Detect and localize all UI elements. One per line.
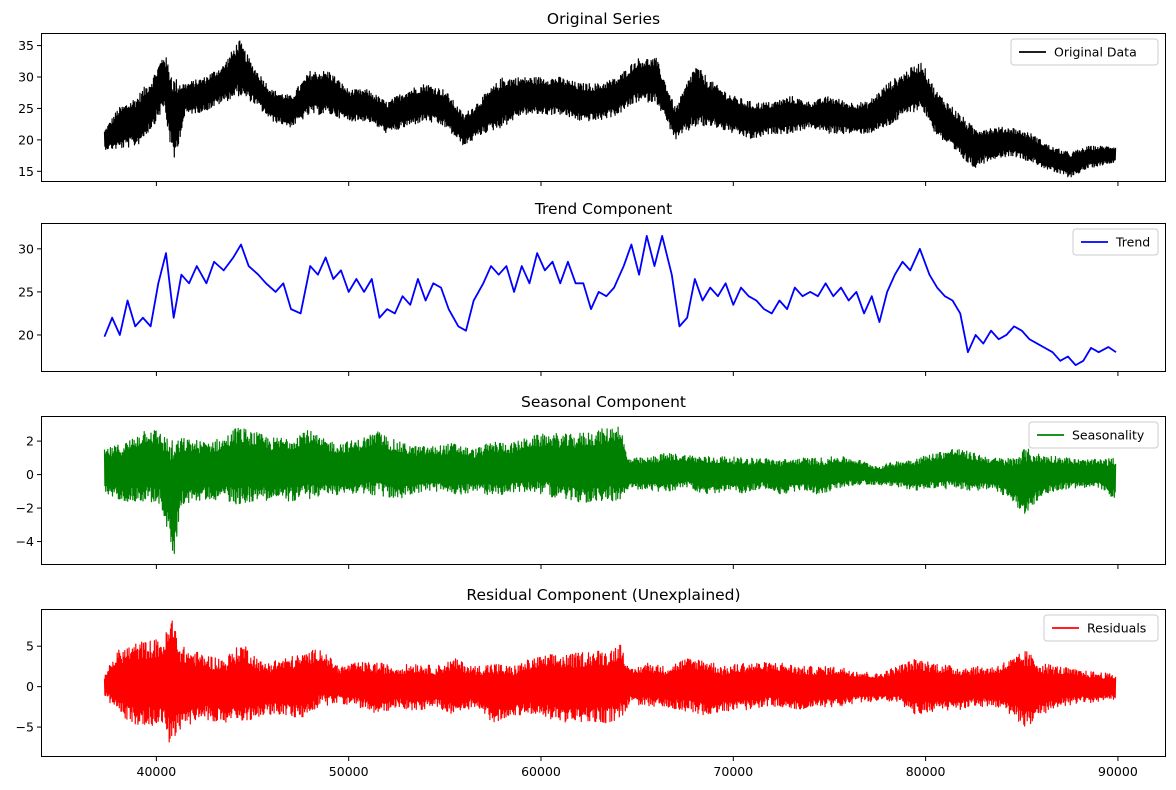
y-tick-label: −2 [16,501,34,516]
y-tick-label: −4 [16,534,34,549]
y-tick-label: 15 [18,164,34,179]
chart-title: Seasonal Component [521,393,686,411]
axes-frame [41,33,1166,182]
plot-area [103,426,1117,554]
axes-frame [41,609,1166,757]
series-line-trend [103,235,1117,367]
legend-label: Seasonality [1072,428,1145,443]
y-tick-label: 20 [18,132,34,147]
y-tick-label: 35 [18,38,34,53]
x-tick-label: 40000 [137,764,177,779]
legend-box [1072,228,1159,256]
series-line-seasonality [103,426,1117,554]
y-tick-label: 30 [18,241,34,256]
x-tick-label: 50000 [329,764,369,779]
axes-frame [41,416,1166,565]
y-tick-label: −5 [16,720,34,735]
legend-label: Trend [1115,235,1150,250]
series-line-original-data [103,40,1117,178]
legend-box [1010,38,1159,66]
plot-area [103,620,1117,743]
subplot-2: Trend Component 20 25 30 Trend [18,200,1166,376]
y-tick-label: 25 [18,284,34,299]
subplot-4: Residual Component (Unexplained) −5 0 5 4000… [16,586,1166,779]
plot-area [103,235,1117,367]
legend: Original Data [1010,38,1159,66]
legend: Trend [1072,228,1159,256]
y-tick-label: 2 [26,434,34,449]
chart-title: Residual Component (Unexplained) [466,586,740,604]
legend-label: Residuals [1087,621,1146,636]
subplot-3: Seasonal Component −4 −2 0 2 Seasonality [16,393,1166,569]
x-tick-label: 60000 [521,764,561,779]
y-tick-label: 20 [18,327,34,342]
chart-title: Original Series [547,10,660,28]
x-tick-label: 90000 [1098,764,1138,779]
series-line-residuals [103,620,1117,743]
chart-title: Trend Component [534,200,672,218]
y-tick-label: 5 [26,639,34,654]
x-tick-label: 70000 [713,764,753,779]
x-tick-label: 80000 [906,764,946,779]
axes-frame [41,223,1166,372]
y-tick-label: 0 [26,679,34,694]
legend-box [1043,614,1159,642]
legend-label: Original Data [1054,45,1137,60]
y-tick-label: 0 [26,467,34,482]
subplot-1: Original Series 15 20 25 30 35 Original Data [18,10,1166,186]
legend: Seasonality [1028,421,1159,449]
plot-area [103,40,1117,178]
y-tick-label: 25 [18,101,34,116]
y-tick-label: 30 [18,70,34,85]
legend-box [1028,421,1159,449]
legend: Residuals [1043,614,1159,642]
